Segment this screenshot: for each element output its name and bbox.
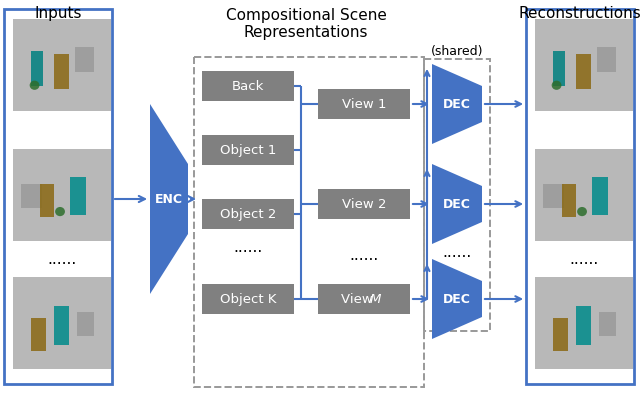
Text: View: View	[341, 293, 377, 306]
Bar	[553, 319, 568, 351]
FancyBboxPatch shape	[318, 284, 410, 314]
FancyBboxPatch shape	[318, 190, 410, 219]
Bar	[535, 150, 633, 241]
Text: ......: ......	[570, 252, 598, 267]
FancyBboxPatch shape	[202, 284, 294, 314]
Bar	[553, 52, 565, 87]
Bar	[576, 307, 591, 345]
Text: ......: ......	[442, 244, 472, 259]
Bar	[31, 52, 44, 87]
Bar	[563, 184, 576, 217]
Text: M: M	[369, 293, 381, 306]
Ellipse shape	[29, 81, 40, 91]
Bar	[535, 277, 633, 369]
FancyBboxPatch shape	[318, 90, 410, 120]
Bar	[13, 277, 111, 369]
Polygon shape	[150, 105, 188, 294]
FancyBboxPatch shape	[202, 72, 294, 102]
Text: View 1: View 1	[342, 98, 387, 111]
Bar	[592, 177, 607, 216]
Text: ENC: ENC	[155, 193, 183, 206]
Text: Object 2: Object 2	[220, 208, 276, 221]
FancyBboxPatch shape	[202, 200, 294, 229]
Text: (shared): (shared)	[431, 45, 483, 59]
Bar	[596, 47, 616, 73]
Text: DEC: DEC	[443, 293, 471, 306]
Bar	[543, 184, 564, 209]
Ellipse shape	[577, 207, 587, 217]
Bar	[13, 150, 111, 241]
Bar	[54, 307, 69, 345]
Bar	[535, 20, 633, 112]
Bar	[31, 319, 46, 351]
Bar	[75, 47, 94, 73]
Text: DEC: DEC	[443, 198, 471, 211]
Ellipse shape	[552, 81, 561, 91]
Polygon shape	[432, 65, 482, 145]
Bar	[54, 55, 69, 90]
Text: Reconstructions: Reconstructions	[518, 6, 640, 21]
Bar	[70, 177, 86, 216]
Text: Compositional Scene
Representations: Compositional Scene Representations	[225, 8, 387, 40]
Text: Back: Back	[232, 80, 264, 93]
Bar	[40, 184, 54, 217]
Polygon shape	[432, 164, 482, 244]
Ellipse shape	[55, 207, 65, 217]
Text: ......: ......	[47, 252, 77, 267]
Bar	[598, 312, 616, 336]
Text: ......: ......	[349, 248, 379, 263]
Text: ......: ......	[234, 240, 262, 255]
Bar	[21, 184, 42, 209]
Bar	[576, 55, 591, 90]
Text: Inputs: Inputs	[35, 6, 82, 21]
FancyBboxPatch shape	[202, 136, 294, 166]
Bar	[13, 20, 111, 112]
Polygon shape	[432, 259, 482, 339]
Bar	[77, 312, 94, 336]
Text: View 2: View 2	[342, 198, 387, 211]
Text: Object K: Object K	[220, 293, 276, 306]
Text: DEC: DEC	[443, 98, 471, 111]
Text: Object 1: Object 1	[220, 144, 276, 157]
